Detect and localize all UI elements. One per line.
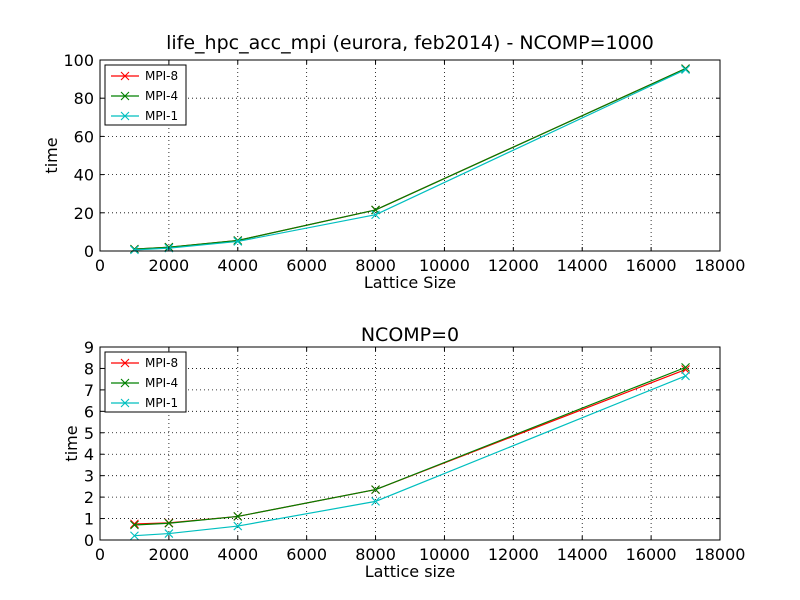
chart-top: 0 2000 4000 6000 8000 10000 12000 14000 16000 180… (42, 32, 745, 292)
data-point (681, 362, 690, 372)
data-point (164, 518, 174, 528)
data-point (233, 236, 243, 245)
data-point (371, 497, 380, 506)
legend-marker (120, 358, 130, 368)
y-tick-label: 80 (74, 89, 94, 108)
plot-frame (99, 346, 721, 541)
chart-title: life_hpc_acc_mpi (eurora, feb2014) - NCO… (166, 32, 654, 54)
x-tick-label: 12000 (488, 545, 539, 564)
x-tick-label: 14000 (557, 545, 608, 564)
x-tick-label: 4000 (217, 545, 258, 564)
x-tick-label: 18000 (695, 545, 746, 564)
y-tick-label: 6 (84, 402, 94, 421)
x-tick-label: 14000 (557, 256, 608, 275)
legend-label: MPI-8 (145, 69, 178, 83)
chart-bottom: 0 2000 4000 6000 8000 10000 12000 14000 16000 180… (62, 324, 745, 581)
legend-marker (120, 378, 130, 388)
series-line-mpi-4 (134, 366, 686, 526)
legend-box (104, 351, 187, 413)
x-axis-label: Lattice Size (364, 273, 456, 292)
y-tick-label: 0 (84, 242, 94, 261)
data-point (130, 531, 139, 541)
data-point (164, 529, 174, 538)
x-tick-label: 12000 (488, 256, 539, 275)
data-point (371, 210, 380, 220)
y-tick-label: 100 (63, 51, 94, 70)
legend-label: MPI-1 (145, 109, 178, 123)
y-tick-label: 40 (74, 166, 94, 185)
x-tick-label: 10000 (419, 256, 470, 275)
x-tick-label: 18000 (695, 256, 746, 275)
legend-label: MPI-8 (145, 356, 178, 370)
legend-label: MPI-1 (145, 396, 178, 410)
y-axis-label: time (62, 425, 81, 461)
x-tick-label: 8000 (355, 545, 396, 564)
x-tick-label: 6000 (286, 545, 327, 564)
y-tick-label: 8 (84, 359, 94, 378)
legend-marker (120, 71, 130, 81)
x-tick-label: 0 (95, 256, 105, 275)
series-line-mpi-4 (134, 68, 686, 250)
legend-marker (120, 111, 130, 121)
y-tick-label: 3 (84, 467, 94, 486)
data-point (681, 65, 690, 74)
data-point (681, 365, 690, 374)
y-tick-label: 0 (84, 531, 94, 550)
x-tick-label: 6000 (286, 256, 327, 275)
x-tick-label: 2000 (149, 256, 190, 275)
y-tick-label: 60 (74, 127, 94, 146)
x-tick-label: 0 (95, 545, 105, 564)
series-line-mpi-8 (134, 368, 686, 525)
series-line-mpi-1 (134, 69, 686, 251)
data-point (233, 237, 243, 246)
x-axis-label: Lattice size (365, 562, 455, 581)
y-tick-label: 7 (84, 381, 94, 400)
y-tick-label: 20 (74, 204, 94, 223)
data-point (130, 520, 139, 530)
y-tick-label: 1 (84, 510, 94, 529)
legend-box (104, 64, 187, 126)
legend-marker (120, 398, 130, 408)
legend-label: MPI-4 (145, 89, 178, 103)
x-tick-label: 16000 (626, 256, 677, 275)
x-tick-label: 10000 (419, 545, 470, 564)
chart-title: NCOMP=0 (361, 324, 459, 346)
y-axis-label: time (42, 137, 61, 173)
legend-label: MPI-4 (145, 376, 178, 390)
data-point (371, 485, 380, 494)
series-line-mpi-8 (134, 68, 686, 250)
data-point (130, 245, 139, 255)
y-tick-label: 5 (84, 424, 94, 443)
plot-frame (99, 59, 721, 252)
legend-marker (120, 91, 130, 101)
y-tick-label: 4 (84, 445, 94, 464)
data-point (681, 371, 690, 381)
data-point (130, 519, 139, 529)
data-point (233, 521, 243, 531)
x-tick-label: 2000 (149, 545, 190, 564)
x-tick-label: 16000 (626, 545, 677, 564)
x-tick-label: 4000 (217, 256, 258, 275)
y-tick-label: 2 (84, 488, 94, 507)
data-point (233, 512, 243, 521)
y-tick-label: 9 (84, 338, 94, 357)
x-tick-label: 8000 (355, 256, 396, 275)
